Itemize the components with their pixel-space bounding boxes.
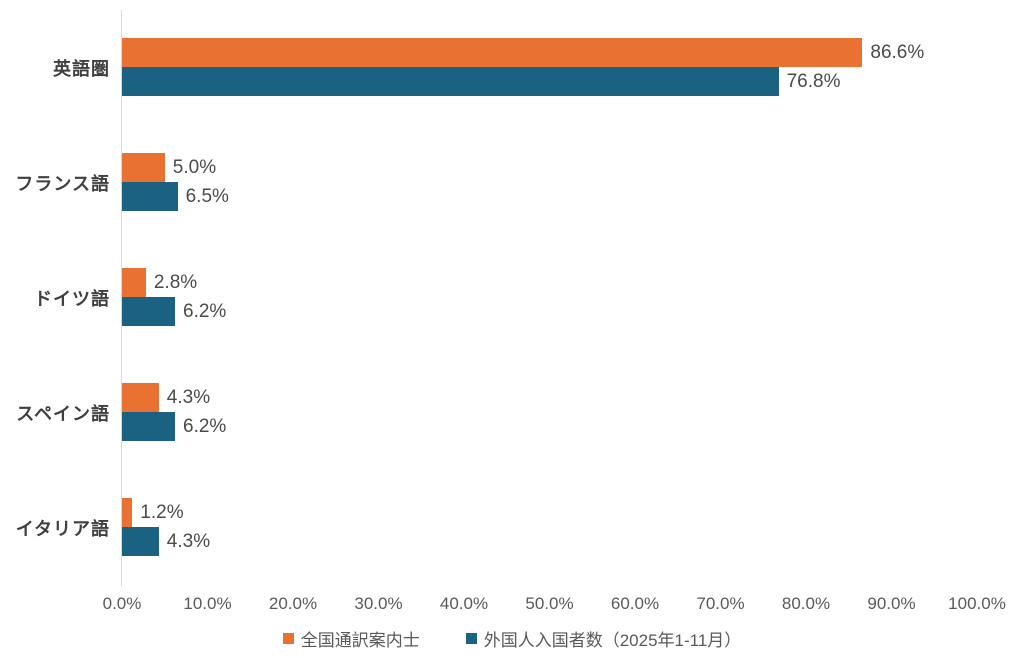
x-tick: 10.0%	[183, 594, 232, 613]
bar-group: 6.5%	[122, 182, 229, 211]
bar-group: 6.2%	[122, 412, 226, 441]
bar-interpreters	[122, 498, 133, 527]
bar-value-label: 2.8%	[153, 271, 198, 293]
bar-group: 1.2%	[122, 498, 184, 527]
x-tick: 90.0%	[867, 594, 916, 613]
bar-arrivals	[122, 182, 178, 211]
bar-group: 6.2%	[122, 297, 226, 326]
plot-area: 英語圏 86.6% 76.8% フランス語 5.0% 6.5% ドイツ語	[0, 10, 1024, 585]
x-tick: 50.0%	[525, 594, 574, 613]
bar-value-label: 5.0%	[172, 156, 217, 178]
bar-arrivals	[122, 297, 175, 326]
legend-label: 外国人入国者数（2025年1-11月）	[483, 631, 742, 650]
bar-value-label: 1.2%	[140, 501, 184, 523]
y-axis-line	[121, 10, 122, 586]
category-row-english: 英語圏 86.6% 76.8%	[0, 10, 1024, 125]
category-label: 英語圏	[53, 58, 110, 79]
bar-arrivals	[122, 412, 175, 441]
bar-value-label: 76.8%	[786, 70, 841, 92]
category-label: フランス語	[15, 173, 110, 194]
bar-value-label: 4.3%	[166, 386, 211, 408]
x-tick: 30.0%	[354, 594, 403, 613]
bar-group: 86.6%	[122, 38, 924, 67]
category-row-german: ドイツ語 2.8% 6.2%	[0, 240, 1024, 355]
legend: 全国通訳案内士 外国人入国者数（2025年1-11月）	[0, 626, 1024, 651]
bar-arrivals	[122, 67, 779, 96]
category-label: スペイン語	[16, 403, 110, 424]
bar-group: 2.8%	[122, 268, 197, 297]
bar-interpreters	[122, 153, 165, 182]
x-tick: 100.0%	[948, 594, 1006, 613]
legend-square-icon	[465, 633, 477, 644]
bar-value-label: 6.2%	[183, 415, 227, 437]
category-label: ドイツ語	[34, 288, 110, 309]
x-axis: 0.0% 10.0% 20.0% 30.0% 40.0% 50.0% 60.0%…	[0, 594, 1024, 618]
x-tick: 70.0%	[696, 594, 745, 613]
bar-value-label: 86.6%	[870, 41, 925, 63]
bar-value-label: 6.2%	[183, 300, 227, 322]
category-row-french: フランス語 5.0% 6.5%	[0, 125, 1024, 240]
bar-group: 4.3%	[122, 383, 210, 412]
category-label: イタリア語	[15, 518, 110, 539]
legend-square-icon	[282, 633, 294, 644]
bar-value-label: 4.3%	[166, 530, 211, 552]
bar-interpreters	[122, 268, 146, 297]
category-row-italian: イタリア語 1.2% 4.3%	[0, 470, 1024, 585]
x-tick: 0.0%	[102, 594, 142, 613]
x-tick: 60.0%	[610, 594, 660, 613]
bar-group: 4.3%	[122, 527, 210, 556]
bar-arrivals	[122, 527, 159, 556]
bar-interpreters	[122, 38, 863, 67]
x-tick: 20.0%	[268, 594, 318, 613]
bar-group: 5.0%	[122, 153, 216, 182]
legend-label: 全国通訳案内士	[300, 631, 420, 650]
bar-value-label: 6.5%	[185, 185, 229, 207]
category-row-spanish: スペイン語 4.3% 6.2%	[0, 355, 1024, 470]
bar-group: 76.8%	[122, 67, 840, 96]
legend-item-interpreters: 全国通訳案内士	[282, 626, 420, 651]
x-tick: 80.0%	[781, 594, 831, 613]
bar-interpreters	[122, 383, 159, 412]
x-tick: 40.0%	[439, 594, 489, 613]
legend-item-arrivals: 外国人入国者数（2025年1-11月）	[465, 626, 742, 651]
